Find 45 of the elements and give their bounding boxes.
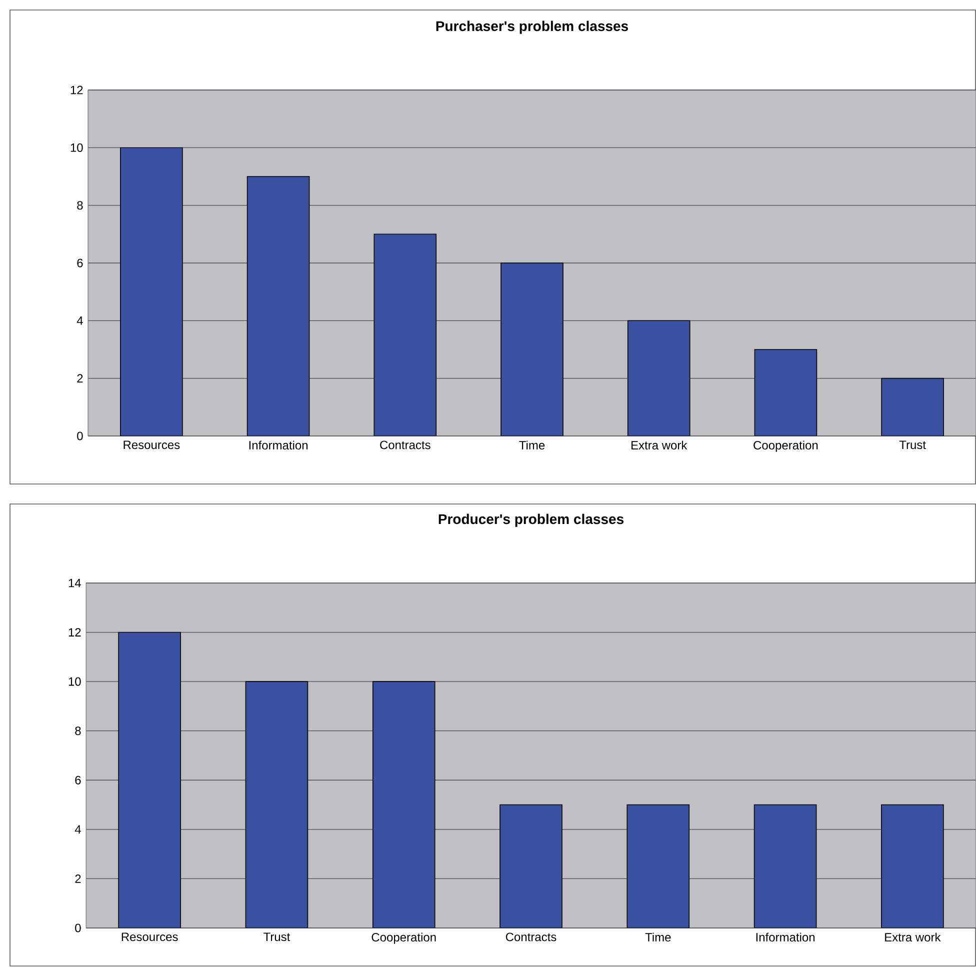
x-tick-label: Contracts [506, 932, 556, 942]
bar [245, 681, 308, 928]
bar [754, 804, 817, 928]
y-tick-label: 4 [76, 316, 83, 325]
y-tick-label: 2 [77, 374, 83, 383]
x-tick-label: Time [645, 932, 671, 942]
bar [754, 349, 818, 436]
x-tick-label: Extra work [631, 440, 688, 450]
bar [118, 632, 181, 928]
y-tick-label: 8 [75, 726, 81, 736]
y-tick-label: 6 [75, 776, 81, 784]
y-tick-label: 6 [77, 258, 83, 268]
bar [626, 804, 690, 928]
x-tick-label: Resources [122, 932, 178, 942]
x-tick-label: Information [249, 440, 308, 450]
x-tick-label: Trust [899, 440, 926, 450]
y-tick-label: 12 [70, 86, 83, 94]
y-tick-label: 10 [68, 677, 81, 686]
y-tick-label: 10 [70, 143, 83, 152]
bar [374, 234, 437, 436]
bar [881, 804, 944, 928]
y-tick-label: 8 [77, 201, 83, 210]
x-tick-label: Cooperation [754, 440, 818, 452]
bar [627, 320, 690, 436]
y-tick-label: 14 [68, 578, 81, 588]
y-tick-label: 2 [75, 874, 81, 883]
x-tick-label: Resources [124, 440, 180, 450]
y-tick-label: 0 [77, 432, 83, 440]
y-tick-label: 4 [74, 825, 81, 834]
bar [120, 147, 183, 436]
y-tick-label: 0 [75, 924, 81, 932]
chart-title: Producer's problem classes [438, 514, 624, 527]
chart-title: Purchaser's problem classes [436, 20, 628, 34]
x-tick-label: Time [519, 440, 545, 450]
bar [881, 378, 944, 436]
x-tick-label: Cooperation [372, 932, 436, 944]
bar [372, 681, 436, 928]
bar [246, 176, 310, 436]
x-tick-label: Trust [264, 932, 290, 942]
y-tick-label: 12 [68, 628, 81, 636]
bar [500, 262, 564, 436]
x-tick-label: Contracts [380, 440, 430, 450]
x-tick-label: Information [756, 932, 815, 942]
bar [500, 804, 562, 928]
x-tick-label: Extra work [885, 932, 941, 942]
